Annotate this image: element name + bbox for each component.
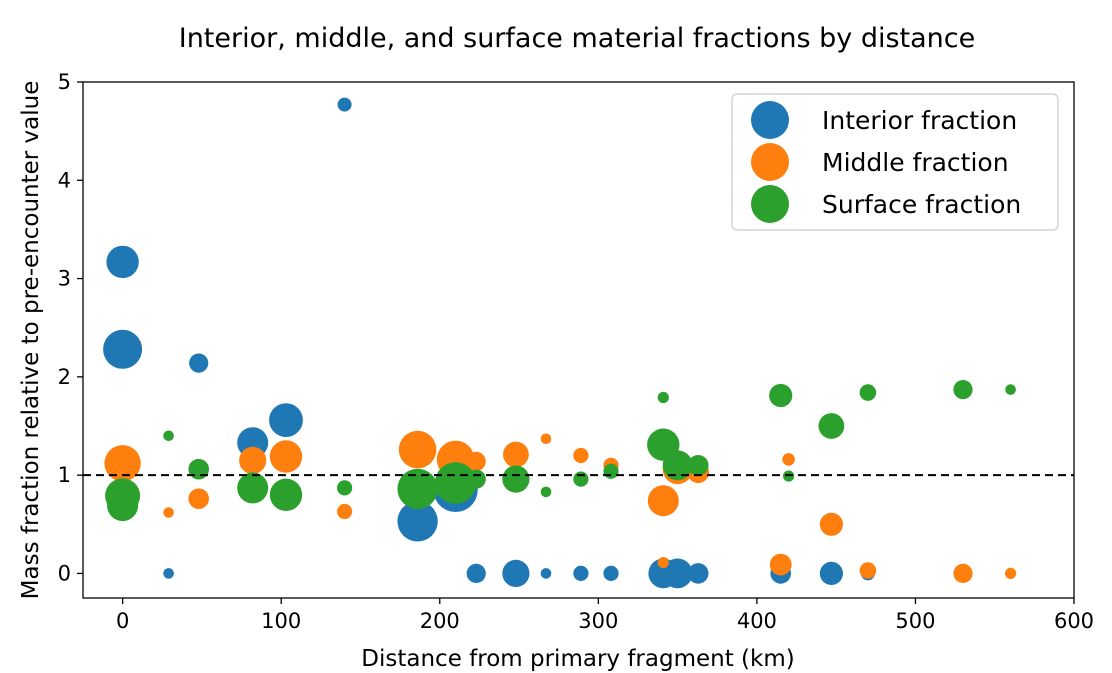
data-point (818, 413, 845, 439)
data-point (503, 441, 529, 468)
data-point (189, 353, 209, 373)
data-point (687, 455, 709, 476)
chart-title: Interior, middle, and surface material f… (179, 23, 976, 54)
data-point (819, 512, 844, 536)
data-point (502, 465, 530, 493)
y-axis: 0 1 2 3 4 5 (58, 70, 83, 585)
data-point (502, 559, 530, 588)
plot-frame (82, 81, 1075, 599)
legend-marker (751, 101, 789, 139)
data-point (163, 430, 174, 442)
x-axis-label: Distance from primary fragment (km) (361, 646, 794, 672)
data-point (397, 501, 438, 542)
data-point (188, 488, 209, 510)
x-tick-label: 200 (420, 609, 460, 633)
legend-label: Interior fraction (822, 106, 1017, 135)
legend-marker (751, 185, 789, 223)
points-layer (103, 97, 1017, 589)
y-tick-label: 4 (58, 168, 71, 192)
data-point (398, 430, 437, 469)
data-point (859, 384, 877, 401)
data-point (657, 391, 669, 404)
y-tick-label: 5 (58, 70, 71, 94)
y-axis-label: Mass fraction relative to pre-encounter … (18, 81, 44, 600)
x-tick-label: 0 (116, 609, 129, 633)
data-point (466, 563, 486, 584)
data-point (466, 469, 486, 489)
data-point (687, 563, 709, 584)
y-tick-label: 0 (58, 561, 71, 585)
x-tick-label: 400 (737, 609, 777, 633)
data-point (104, 445, 141, 482)
y-tick-label: 3 (58, 267, 71, 291)
data-point (573, 565, 589, 582)
data-point (657, 557, 669, 569)
data-point (466, 451, 486, 471)
data-point (540, 433, 552, 445)
legend-label: Surface fraction (822, 190, 1021, 219)
data-point (647, 485, 679, 517)
y-tick-label: 2 (58, 365, 71, 389)
data-point (540, 486, 552, 498)
legend-label: Middle fraction (822, 148, 1009, 177)
data-point (603, 565, 619, 582)
data-point (819, 561, 844, 586)
data-point (269, 403, 303, 437)
data-point (163, 568, 174, 579)
data-point (337, 97, 352, 112)
data-point (859, 562, 877, 579)
data-point (573, 471, 589, 487)
data-point (337, 480, 353, 496)
data-point (953, 563, 973, 584)
data-point (106, 245, 139, 279)
data-point (269, 478, 303, 511)
data-point (237, 472, 269, 504)
data-point (769, 553, 792, 576)
y-tick-label: 1 (58, 463, 71, 487)
data-point (188, 458, 209, 480)
data-point (540, 568, 552, 579)
data-point (573, 447, 589, 464)
data-point (163, 507, 174, 518)
x-tick-label: 500 (895, 609, 935, 633)
x-axis: 0 100 200 300 400 500 600 (116, 598, 1094, 633)
data-point (103, 329, 143, 369)
data-point (269, 440, 303, 473)
legend: Interior fraction Middle fraction Surface … (731, 93, 1059, 231)
data-point (603, 463, 619, 479)
data-point (1005, 567, 1017, 580)
legend-box (731, 93, 1059, 231)
data-point (782, 453, 795, 466)
data-point (239, 446, 267, 474)
data-point (337, 503, 353, 520)
x-tick-label: 100 (261, 609, 301, 633)
data-point (953, 380, 973, 400)
data-point (769, 383, 793, 408)
x-tick-label: 600 (1054, 609, 1094, 633)
data-point (397, 468, 438, 510)
legend-marker (751, 143, 789, 181)
x-tick-label: 300 (578, 609, 618, 633)
data-point (434, 462, 477, 504)
data-point (1005, 384, 1016, 395)
data-point (107, 490, 139, 522)
data-point (662, 450, 693, 481)
data-point (662, 558, 693, 589)
